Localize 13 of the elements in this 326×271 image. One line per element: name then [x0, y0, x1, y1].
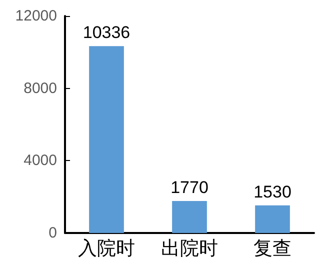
data-label: 1530	[254, 182, 292, 202]
data-label: 10336	[82, 23, 130, 42]
y-tick-label: 0	[48, 224, 57, 242]
y-tick-label: 8000	[24, 80, 57, 97]
x-tick-label: 出院时	[161, 238, 218, 260]
x-tick-label: 复查	[254, 238, 292, 260]
bar	[89, 46, 124, 233]
x-tick-label: 入院时	[78, 238, 135, 260]
bar	[172, 200, 207, 233]
data-label: 1770	[170, 178, 208, 197]
bar	[255, 205, 290, 233]
y-tick-label: 4000	[24, 152, 57, 170]
y-tick-label: 12000	[15, 8, 57, 24]
